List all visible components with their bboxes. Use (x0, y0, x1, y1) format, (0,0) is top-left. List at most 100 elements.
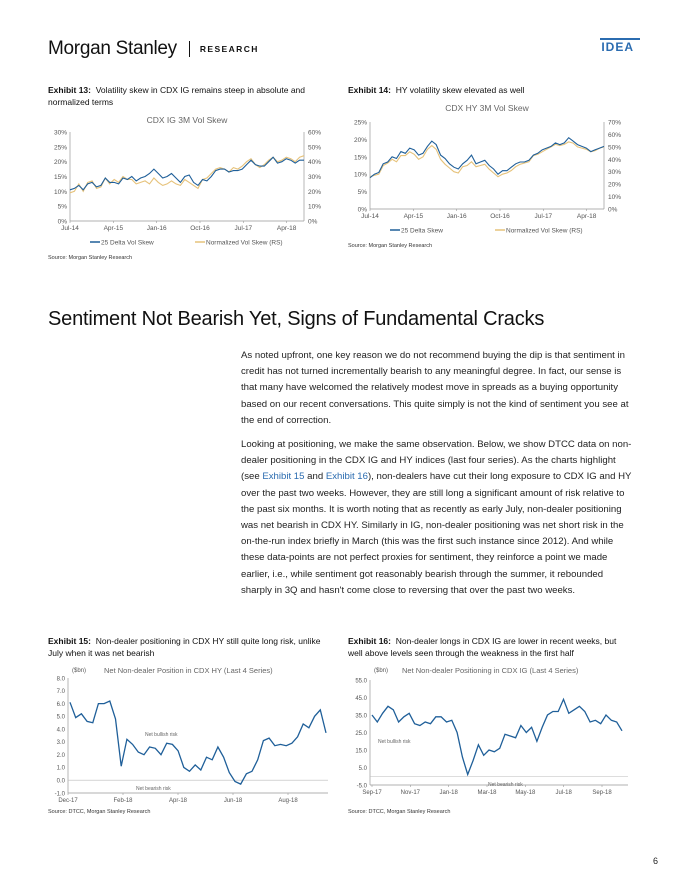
exhibit-13-source: Source: Morgan Stanley Research (48, 255, 133, 261)
y-tick-label: 25.0 (355, 731, 367, 737)
x-tick-label: Jul-17 (234, 225, 252, 232)
y-left-tick-label: 10% (354, 172, 367, 179)
y-right-tick-label: 20% (308, 189, 321, 196)
x-tick-label: Jul-14 (61, 225, 79, 232)
x-tick-label: Apr-15 (104, 225, 124, 232)
y-left-tick-label: 5% (58, 204, 68, 211)
y-left-tick-label: 10% (54, 189, 67, 196)
exhibit-16-source: Source: DTCC, Morgan Stanley Research (348, 809, 451, 815)
y-left-tick-label: 0% (58, 219, 68, 226)
exhibit-13-label: Exhibit 13: (48, 85, 91, 95)
x-tick-label: Feb-18 (113, 798, 133, 804)
y-tick-label: 1.0 (57, 766, 66, 772)
y-tick-label: 2.0 (57, 753, 66, 759)
body-paragraph-1: As noted upfront, one key reason we do n… (241, 350, 629, 426)
body-paragraph-2-part-a: Looking at positioning, we make the same… (241, 439, 632, 483)
y-tick-label: 8.0 (57, 676, 66, 682)
legend-label: Normalized Vol Skew (RS) (506, 227, 583, 234)
legend-label: Normalized Vol Skew (RS) (206, 239, 283, 246)
y-tick-label: 3.0 (57, 740, 66, 746)
exhibit-15-title: Non-dealer positioning in CDX HY still q… (48, 636, 321, 658)
exhibit-15-caption: Exhibit 15: Non-dealer positioning in CD… (48, 635, 330, 659)
y-unit-label: ($bn) (72, 668, 86, 674)
exhibit-16-label: Exhibit 16: (348, 636, 391, 646)
chart-cdx-hy-vol-skew: CDX HY 3M Vol Skew 0% 5% 10% 15% 20% 25% 0% 10% 2… (354, 103, 621, 234)
brand-logo: Morgan Stanley (48, 38, 177, 59)
y-right-tick-label: 10% (308, 204, 321, 211)
x-tick-label: Jul-14 (361, 213, 379, 220)
chart-cdx-ig-positioning: ($bn) Net Non-dealer Positioning in CDX I… (355, 666, 628, 796)
x-tick-label: Sep-17 (362, 790, 382, 796)
y-tick-label: 5.0 (359, 766, 368, 772)
x-tick-label: Jan-16 (147, 225, 167, 232)
y-tick-label: 45.0 (355, 696, 367, 702)
body-paragraph-2: Looking at positioning, we make the same… (241, 437, 633, 599)
y-tick-label: 7.0 (57, 689, 66, 695)
x-tick-label: Apr-15 (404, 213, 424, 220)
y-left-tick-label: 15% (54, 174, 67, 181)
x-tick-label: Jul-18 (555, 790, 572, 796)
y-left-tick-label: 25% (354, 120, 367, 127)
legend-label: 25 Delta Skew (401, 227, 443, 234)
y-right-tick-label: 10% (608, 194, 621, 201)
y-tick-label: 6.0 (57, 702, 66, 708)
x-tick-label: Apr-18 (277, 225, 297, 232)
header-divider (188, 41, 190, 57)
y-left-tick-label: 20% (354, 137, 367, 144)
exhibit-16-title: Non-dealer longs in CDX IG are lower in … (348, 636, 617, 658)
y-right-tick-label: 0% (308, 219, 318, 226)
body-paragraph-2-part-b: ), non-dealers have cut their long expos… (241, 471, 632, 596)
exhibit-16-caption: Exhibit 16: Non-dealer longs in CDX IG a… (348, 635, 630, 659)
idea-tag: IDEA (601, 40, 634, 54)
y-right-tick-label: 50% (308, 144, 321, 151)
idea-rule (600, 38, 640, 40)
x-tick-label: Nov-17 (401, 790, 421, 796)
x-tick-label: Mar-18 (477, 790, 497, 796)
y-tick-label: 35.0 (355, 713, 367, 719)
exhibit-14-label: Exhibit 14: (348, 85, 391, 95)
x-tick-label: Apr-18 (577, 213, 597, 220)
y-tick-label: 4.0 (57, 727, 66, 733)
chart-title: Net Non-dealer Positioning in CDX IG (La… (402, 666, 579, 675)
exhibit-15-link[interactable]: Exhibit 15 (262, 471, 305, 483)
y-left-tick-label: 0% (358, 207, 368, 214)
exhibit-14-source: Source: Morgan Stanley Research (348, 243, 433, 249)
exhibit-16-link[interactable]: Exhibit 16 (325, 471, 368, 483)
y-left-tick-label: 20% (54, 159, 67, 166)
y-tick-label: -5.0 (357, 783, 368, 789)
x-tick-label: Aug-18 (278, 798, 298, 804)
chart-cdx-hy-positioning: ($bn) Net Non-dealer Position in CDX HY (… (55, 666, 328, 804)
exhibit-13-caption: Exhibit 13: Volatility skew in CDX IG re… (48, 84, 318, 108)
x-tick-label: Oct-16 (190, 225, 210, 232)
series-normalized-vol-skew (369, 141, 605, 178)
y-tick-label: 0.0 (57, 779, 66, 785)
y-right-tick-label: 70% (608, 120, 621, 127)
chart-title: Net Non-dealer Position in CDX HY (Last … (104, 666, 273, 675)
y-left-tick-label: 25% (54, 144, 67, 151)
x-tick-label: Jan-16 (447, 213, 467, 220)
series-normalized-vol-skew (69, 155, 305, 194)
series-25-delta-skew (69, 156, 304, 191)
exhibit-14-caption: Exhibit 14: HY volatility skew elevated … (348, 84, 618, 96)
exhibit-15-label: Exhibit 15: (48, 636, 91, 646)
y-right-tick-label: 60% (308, 130, 321, 137)
y-unit-label: ($bn) (374, 668, 388, 674)
body-paragraph-2-and: and (304, 471, 326, 483)
x-tick-label: Jan-18 (439, 790, 458, 796)
y-tick-label: 5.0 (57, 715, 66, 721)
x-tick-label: Sep-18 (592, 790, 612, 796)
y-right-tick-label: 0% (608, 207, 618, 214)
y-left-tick-label: 30% (54, 130, 67, 137)
report-header: Morgan Stanley RESEARCH (48, 38, 259, 60)
x-tick-label: Oct-16 (490, 213, 510, 220)
y-right-tick-label: 60% (608, 132, 621, 139)
annotation-net-bearish: Net bearish risk (488, 782, 523, 788)
annotation-net-bearish: Net bearish risk (136, 786, 171, 792)
y-right-tick-label: 40% (608, 157, 621, 164)
y-tick-label: 55.0 (355, 678, 367, 684)
chart-cdx-ig-vol-skew: CDX IG 3M Vol Skew 0% 5% 10% 15% 20% 25% 30% 0% 1… (54, 115, 321, 246)
x-tick-label: Jun-18 (224, 798, 243, 804)
y-right-tick-label: 30% (308, 174, 321, 181)
exhibit-14-title: HY volatility skew elevated as well (395, 85, 525, 95)
exhibit-13-title: Volatility skew in CDX IG remains steep … (48, 85, 306, 107)
